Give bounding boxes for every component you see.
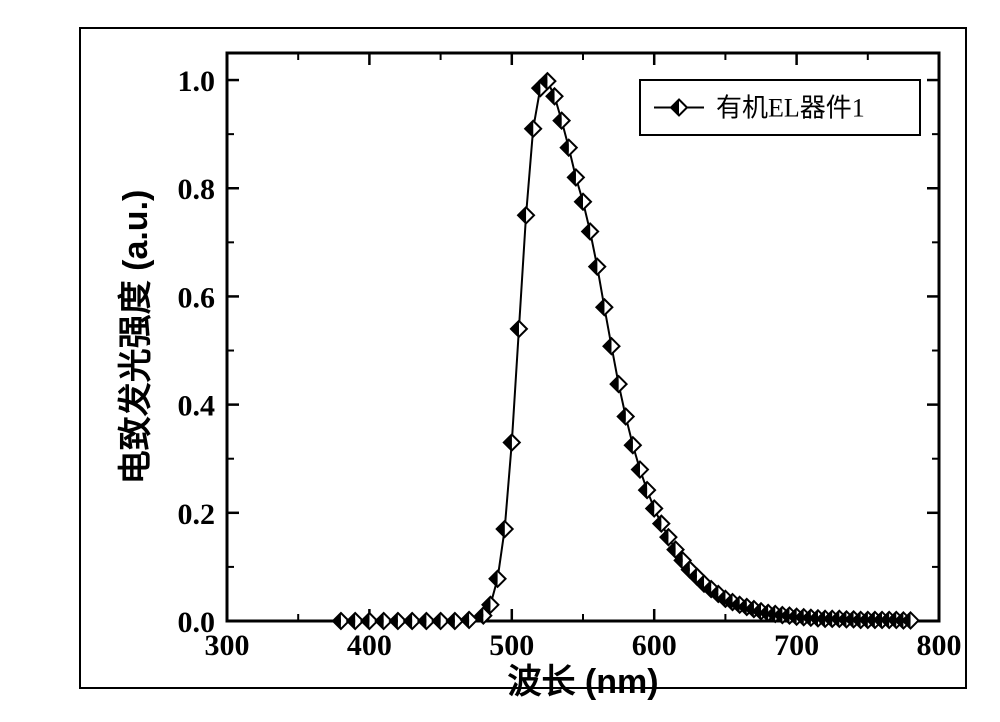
x-tick-label: 700 [774,629,819,662]
x-tick-label: 600 [632,629,677,662]
legend: 有机EL器件1 [640,80,920,135]
y-axis-title: 电致发光强度 (a.u.) [117,190,155,485]
legend-label: 有机EL器件1 [716,94,865,123]
x-axis-title: 波长 (nm) [507,663,658,701]
x-tick-label: 500 [489,629,534,662]
y-tick-label: 0.2 [178,498,216,531]
y-tick-label: 1.0 [178,65,216,98]
x-tick-label: 800 [917,629,962,662]
chart-container: 300400500600700800波长 (nm)0.00.20.40.60.8… [0,0,1000,722]
x-tick-label: 400 [347,629,392,662]
chart-svg: 300400500600700800波长 (nm)0.00.20.40.60.8… [0,0,1000,722]
plot-area [227,53,939,621]
y-tick-label: 0.6 [178,281,216,314]
y-tick-label: 0.8 [178,173,216,206]
y-tick-label: 0.4 [178,390,216,423]
y-tick-label: 0.0 [178,606,216,639]
